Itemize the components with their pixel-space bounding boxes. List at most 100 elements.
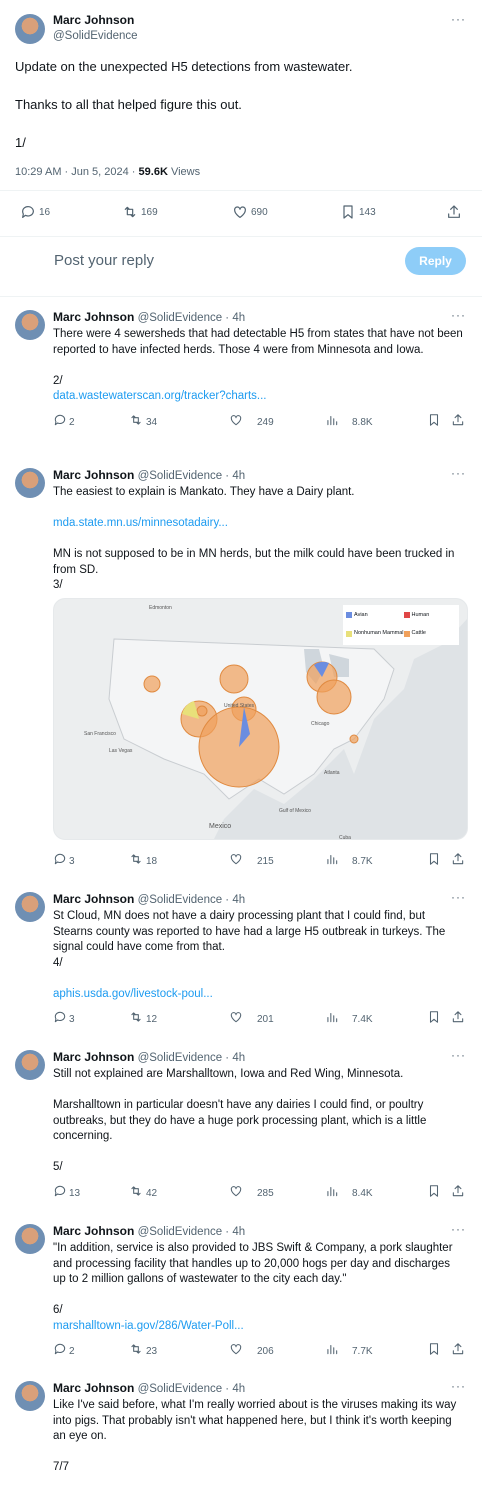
reply: Marc Johnson @SolidEvidence · 4h ··· Like … [0,1379,482,1473]
repost-icon[interactable] [129,413,143,427]
views [327,1012,338,1023]
reply-header: Marc Johnson @SolidEvidence · 4h [53,892,245,906]
author-handle[interactable]: @SolidEvidence [53,30,138,42]
avatar[interactable] [15,1050,45,1080]
legend-item: Cattle [403,626,456,642]
share-icon[interactable] [451,413,465,427]
author-handle[interactable]: @SolidEvidence · 4h [137,312,246,324]
more[interactable]: ··· [451,1222,466,1236]
like-icon[interactable] [229,413,243,427]
like-icon[interactable] [232,204,248,220]
legend-item: Nonhuman Mammal [346,626,404,642]
more[interactable]: ··· [451,12,466,26]
avatar[interactable] [15,468,45,498]
text-line: Still not explained are Marshalltown, Io… [53,1068,404,1080]
reply-input[interactable]: Post your reply [54,252,155,269]
reply-icon[interactable] [20,204,36,220]
text-line: Like I've said before, what I'm really w… [53,1399,457,1442]
legend-swatch [403,630,410,637]
share [452,413,464,425]
like [230,853,242,864]
share-icon[interactable] [451,852,465,866]
views [327,1186,338,1196]
author-handle[interactable]: @SolidEvidence · 4h [137,470,246,482]
views-icon[interactable] [325,1342,339,1356]
like-icon[interactable] [229,852,243,866]
author-name[interactable]: Marc Johnson [53,1224,135,1238]
more[interactable]: ··· [451,1379,466,1393]
link[interactable]: marshalltown-ia.gov/286/Water-Poll... [53,1319,244,1332]
more[interactable]: ··· [451,890,466,904]
views-count: 7.7K [352,1346,373,1357]
time: 10:29 AM · Jun 5, 2024 · [15,166,139,178]
like-icon[interactable] [229,1010,243,1024]
more[interactable]: ··· [451,1048,466,1062]
author-name[interactable]: Marc Johnson [53,1050,135,1064]
like-count: 285 [257,1187,274,1199]
views-icon[interactable] [325,1010,339,1024]
reply-icon[interactable] [53,413,67,427]
share-icon[interactable] [451,1184,465,1198]
author-name[interactable]: Marc Johnson [53,13,135,27]
share-icon[interactable] [451,1010,465,1024]
reply-icon[interactable] [53,1342,67,1356]
more[interactable]: ··· [451,466,466,480]
avatar[interactable] [15,1224,45,1254]
author-handle[interactable]: @SolidEvidence · 4h [137,1226,246,1238]
views-icon[interactable] [325,852,339,866]
reply-body: There were 4 sewersheds that had detecta… [53,327,465,431]
like-icon[interactable] [229,1342,243,1356]
share [452,1343,464,1355]
link[interactable]: data.wastewaterscan.org/tracker?charts..… [53,390,267,402]
text-line: "In addition, service is also provided t… [53,1242,453,1285]
repost [131,1185,141,1196]
link[interactable]: mda.state.mn.us/minnesotadairy... [53,517,228,529]
reply-body: St Cloud, MN does not have a dairy proce… [53,909,465,1028]
repost-icon[interactable] [122,204,138,220]
paragraph: St Cloud, MN does not have a dairy proce… [53,909,465,971]
bookmark-icon[interactable] [340,204,356,220]
author-handle[interactable]: @SolidEvidence · 4h [137,1383,246,1395]
bookmark-icon[interactable] [427,1184,441,1198]
views-icon[interactable] [325,1184,339,1198]
bookmark-icon[interactable] [427,1010,441,1024]
link[interactable]: aphis.usda.gov/livestock-poul... [53,987,213,1000]
reply-button[interactable]: Reply [405,247,466,275]
bookmark-icon[interactable] [427,852,441,866]
repost-icon[interactable] [129,1010,143,1024]
author-name[interactable]: Marc Johnson [53,892,135,906]
paragraph: 1/ [15,135,26,150]
author-name[interactable]: Marc Johnson [53,1381,135,1395]
views-count: 7.4K [352,1014,373,1025]
reply-icon[interactable] [53,852,67,866]
action-bar: 3 12 201 7.4K [53,1010,465,1028]
reply-icon[interactable] [53,1010,67,1024]
author-handle[interactable]: @SolidEvidence · 4h [137,894,246,906]
legend-swatch [403,612,410,619]
views-count: 8.7K [352,855,373,867]
avatar[interactable] [15,310,45,340]
like-icon[interactable] [229,1184,243,1198]
reply-icon[interactable] [53,1184,67,1198]
reply-count: 2 [69,416,75,428]
share-icon[interactable] [446,204,462,220]
repost-icon[interactable] [129,852,143,866]
author-name[interactable]: Marc Johnson [53,310,135,324]
author-name[interactable]: Marc Johnson [53,468,135,482]
repost-icon[interactable] [129,1342,143,1356]
legend: Avian Human Nonhuman Mammal Cattle [343,604,459,645]
avatar[interactable] [15,14,45,44]
bookmark-icon[interactable] [427,413,441,427]
reply-count: 13 [69,1187,81,1199]
share-icon[interactable] [451,1342,465,1356]
avatar[interactable] [15,1381,45,1411]
bookmark [429,852,439,865]
more[interactable]: ··· [451,308,466,322]
repost [131,853,141,864]
views-icon[interactable] [325,413,339,427]
reply: Marc Johnson @SolidEvidence · 4h ··· St Cl… [0,890,482,1048]
repost-icon[interactable] [129,1184,143,1198]
author-handle[interactable]: @SolidEvidence · 4h [137,1052,246,1064]
avatar[interactable] [15,892,45,922]
bookmark-icon[interactable] [427,1342,441,1356]
